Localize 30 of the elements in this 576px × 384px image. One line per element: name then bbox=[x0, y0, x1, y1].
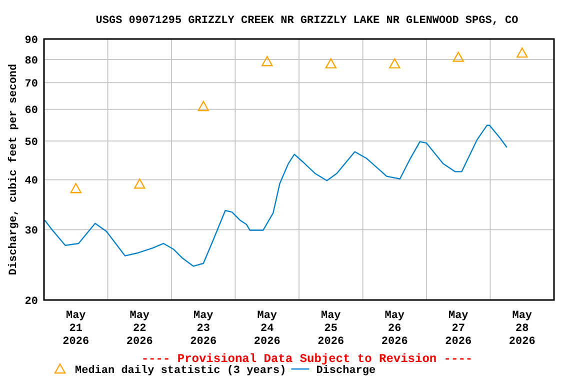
point bbox=[389, 58, 400, 68]
legend-label: Median daily statistic (3 years) bbox=[75, 365, 286, 377]
x-tick-label: May 26 2026 bbox=[381, 310, 408, 348]
x-tick-label: May 28 2026 bbox=[508, 310, 536, 348]
y-tick-label: 30 bbox=[24, 225, 38, 238]
y-tick-label: 80 bbox=[24, 55, 38, 68]
x-tick-label: May 23 2026 bbox=[190, 310, 217, 348]
text: ---- Provisional Data Subject to Revision ---- bbox=[141, 352, 473, 366]
point bbox=[516, 47, 528, 58]
y-tick-label: 50 bbox=[24, 136, 38, 149]
x-tick-label: May 24 2026 bbox=[254, 310, 280, 348]
y-tick-label: 60 bbox=[24, 105, 38, 118]
x-tick-label: May 27 2026 bbox=[445, 310, 472, 348]
y-tick-label: 20 bbox=[24, 296, 38, 308]
y-axis-title: Discharge, cubic feet per second bbox=[7, 64, 20, 276]
chart-title: USGS 09071295 GRIZZLY CREEK NR GRIZZLY LAKE NR GLENWOOD SPGS, CO bbox=[96, 15, 519, 27]
x-tick-label: May 21 2026 bbox=[62, 310, 90, 348]
point bbox=[134, 178, 146, 189]
point bbox=[70, 183, 82, 194]
point bbox=[452, 52, 464, 62]
point bbox=[198, 100, 209, 112]
x-tick-label: May 25 2026 bbox=[318, 310, 344, 348]
x-tick-label: May 22 2026 bbox=[126, 310, 153, 348]
legend-label: Discharge bbox=[316, 365, 376, 377]
y-tick-label: 70 bbox=[24, 78, 38, 90]
y-tick-label: 90 bbox=[24, 34, 38, 47]
point bbox=[262, 56, 273, 66]
y-tick-label: 40 bbox=[24, 176, 38, 188]
point bbox=[325, 58, 336, 68]
line-series bbox=[44, 124, 508, 267]
